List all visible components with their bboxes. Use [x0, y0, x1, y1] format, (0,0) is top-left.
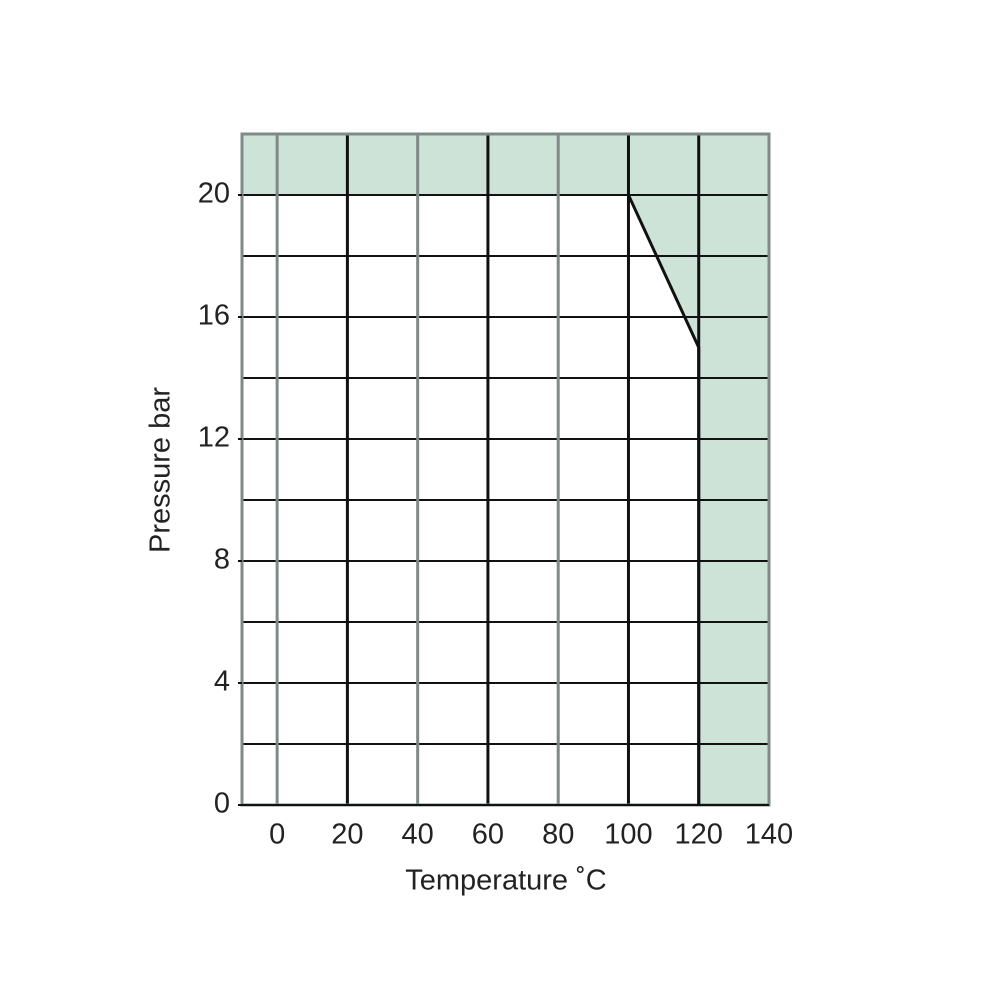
- y-tick-label: 8: [214, 544, 230, 576]
- boundary-line: [627, 194, 701, 805]
- y-axis-label: Pressure bar: [145, 387, 177, 553]
- x-tick-label: 100: [604, 819, 652, 851]
- y-tick-label: 20: [198, 178, 230, 210]
- y-tick-label: 4: [214, 666, 230, 698]
- x-tick-label: 40: [402, 819, 434, 851]
- x-axis-label: Temperature ˚C: [405, 865, 606, 897]
- x-tick-label: 140: [745, 819, 793, 851]
- x-tick-label: 60: [472, 819, 504, 851]
- x-tick-label: 0: [269, 819, 285, 851]
- y-tick-label: 12: [198, 422, 230, 454]
- x-tick-label: 80: [542, 819, 574, 851]
- x-tick-label: 120: [675, 819, 723, 851]
- y-tick-label: 0: [214, 788, 230, 820]
- y-tick-label: 16: [198, 300, 230, 332]
- x-tick-label: 20: [331, 819, 363, 851]
- shaded-area: [242, 134, 769, 805]
